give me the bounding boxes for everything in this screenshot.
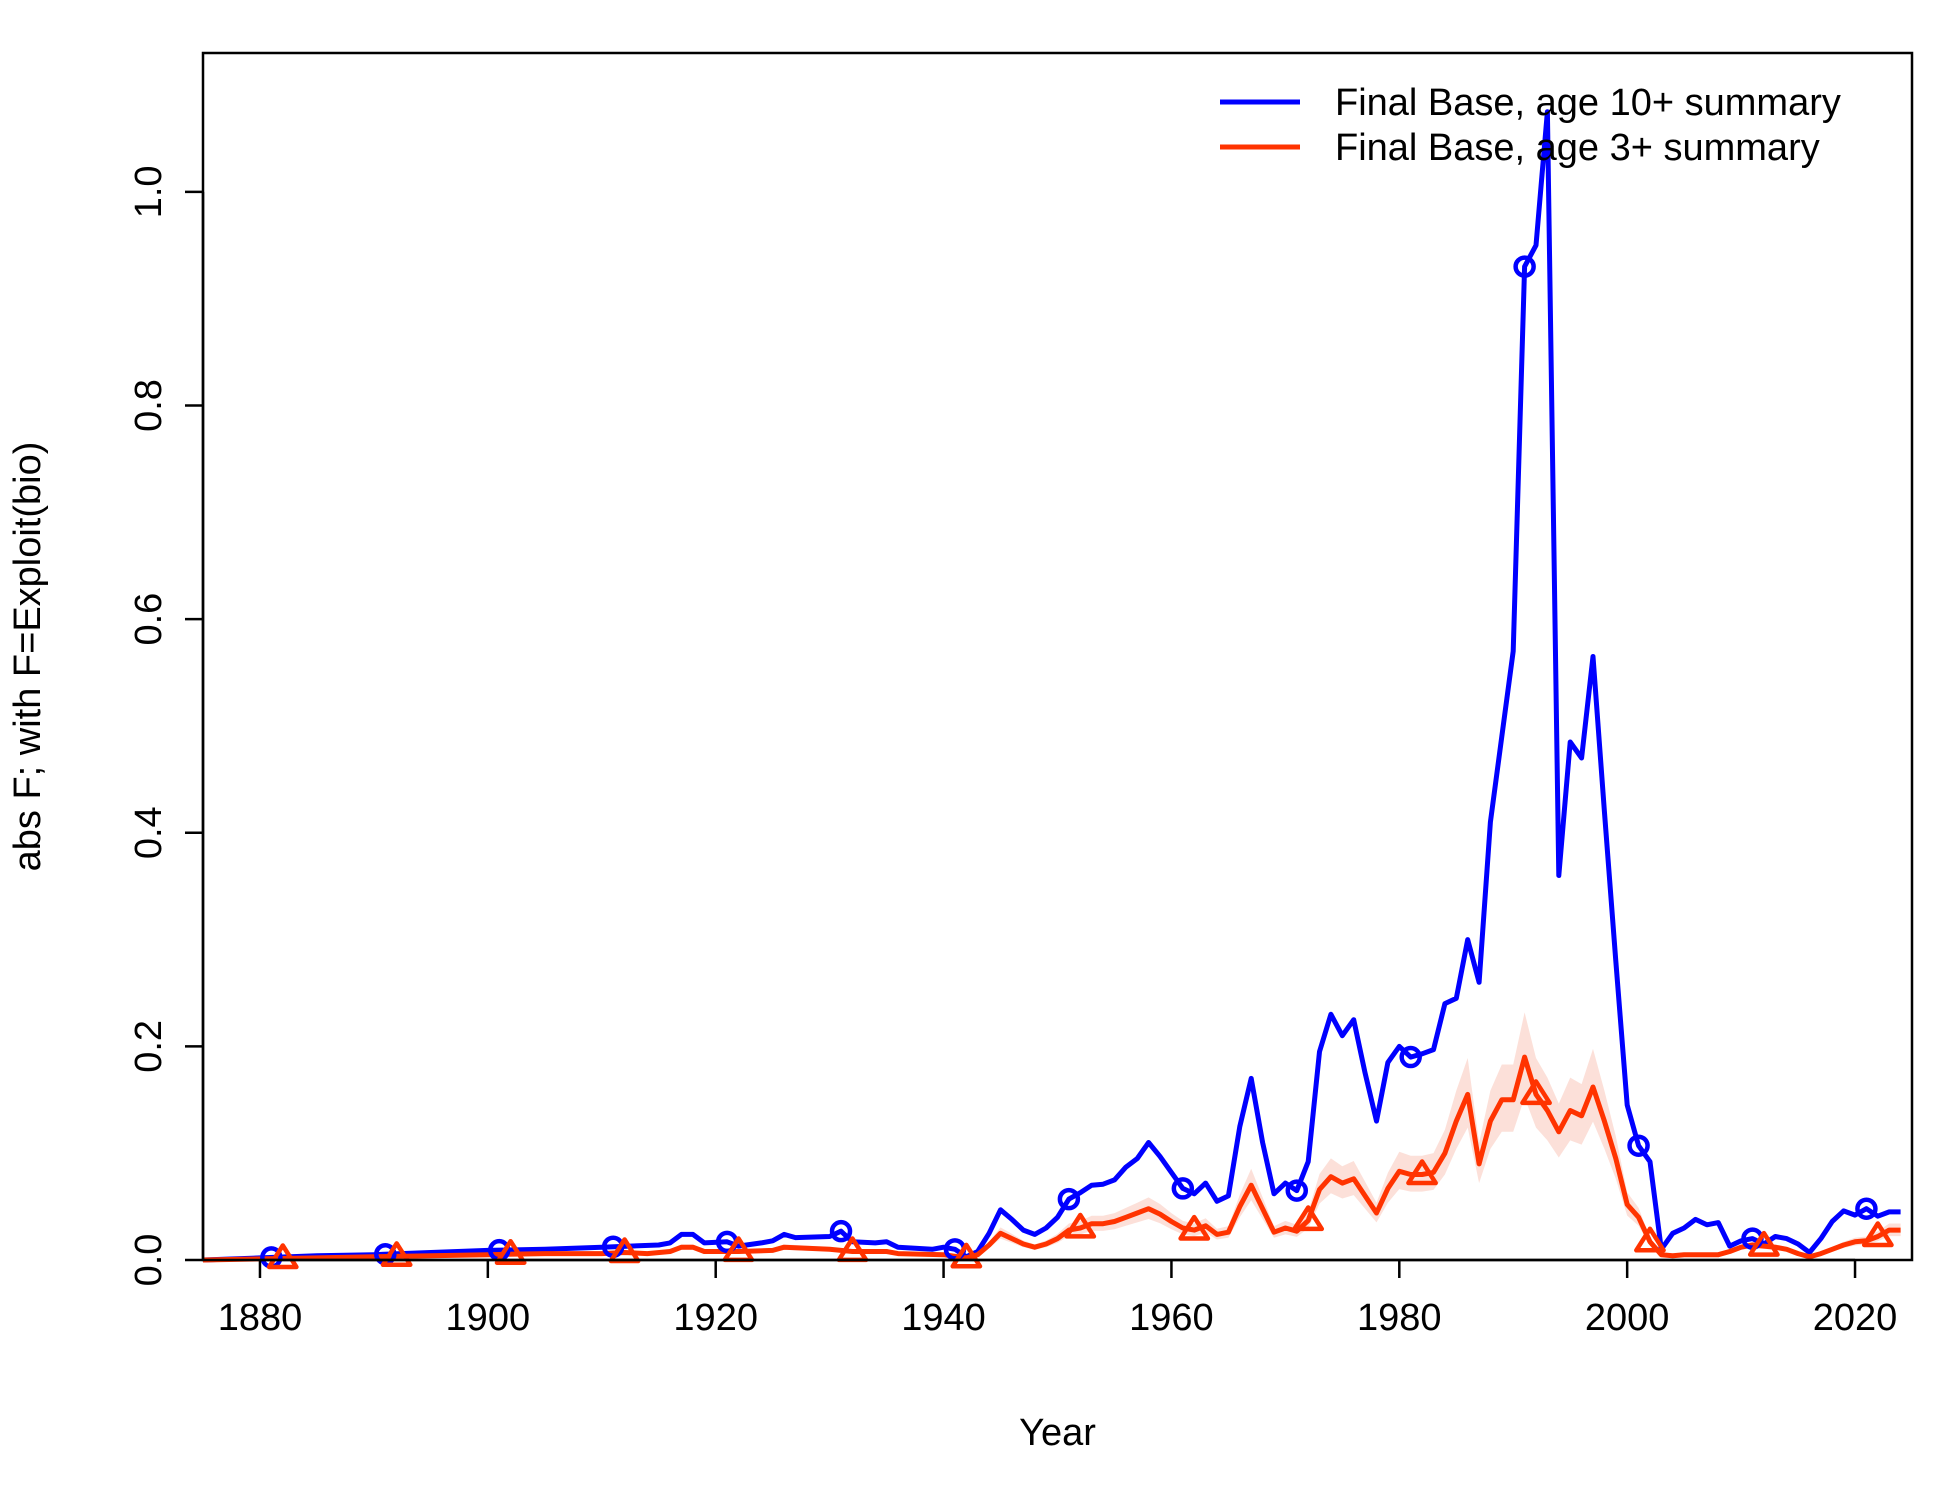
y-axis-title: abs F; with F=Exploit(bio) xyxy=(7,442,49,872)
marker-layer xyxy=(260,255,1894,1270)
x-tick-label: 1980 xyxy=(1357,1297,1442,1339)
series-age3-marker xyxy=(380,1241,413,1268)
x-tick-label: 1940 xyxy=(901,1297,986,1339)
series-age3-line xyxy=(202,1054,1901,1263)
series-age3-marker xyxy=(1520,1079,1552,1106)
series-age10-marker xyxy=(1171,1177,1195,1200)
series-age10-marker xyxy=(1855,1197,1878,1220)
uncertainty-band xyxy=(203,1012,1901,1260)
y-tick-label: 0.4 xyxy=(128,806,170,859)
legend-label-age10: Final Base, age 10+ summary xyxy=(1335,82,1841,124)
series-age3-marker xyxy=(1064,1212,1097,1239)
x-tick-label: 1900 xyxy=(446,1297,531,1339)
series-age3-marker xyxy=(950,1242,983,1269)
plot-frame xyxy=(201,51,1914,1262)
series-age10-marker xyxy=(1057,1187,1081,1211)
series-age10-marker xyxy=(829,1219,853,1243)
series-age3-marker xyxy=(1634,1226,1666,1253)
series-age3-marker xyxy=(1747,1230,1780,1257)
series-age10-line xyxy=(202,109,1901,1263)
series-age10-marker xyxy=(1399,1045,1422,1069)
y-tick-label: 0.0 xyxy=(128,1234,170,1287)
x-tick-label: 2020 xyxy=(1813,1297,1898,1339)
y-tick-label: 1.0 xyxy=(128,165,170,218)
series-age3-marker xyxy=(1292,1205,1325,1232)
x-tick-label: 1920 xyxy=(673,1297,758,1339)
legend-label-age3: Final Base, age 3+ summary xyxy=(1335,127,1820,169)
series-age3-marker xyxy=(1861,1221,1894,1248)
series-age10-marker xyxy=(1627,1134,1650,1157)
x-tick-label: 1960 xyxy=(1129,1297,1214,1339)
series-age10-marker xyxy=(1513,255,1536,278)
series-age3-marker xyxy=(494,1238,527,1265)
y-axis: 0.0 0.2 0.4 0.6 0.8 1.0 xyxy=(128,165,205,1287)
series-age3-marker xyxy=(1406,1159,1438,1186)
x-axis: 1880 1900 1920 1940 1960 1980 2000 2020 xyxy=(218,1258,1898,1339)
series-age10-marker xyxy=(1285,1179,1309,1202)
y-tick-label: 0.2 xyxy=(128,1020,170,1073)
legend: Final Base, age 10+ summary Final Base, … xyxy=(1220,82,1841,169)
y-tick-label: 0.6 xyxy=(128,593,170,646)
y-tick-label: 0.8 xyxy=(128,379,170,432)
series-age3-marker xyxy=(1178,1214,1211,1241)
age3-confidence-band xyxy=(203,1012,1901,1260)
x-tick-label: 1880 xyxy=(218,1297,303,1339)
x-tick-label: 2000 xyxy=(1585,1297,1670,1339)
series-layer xyxy=(202,109,1901,1263)
x-axis-title: Year xyxy=(1019,1412,1096,1454)
series-age3-marker xyxy=(266,1243,299,1270)
